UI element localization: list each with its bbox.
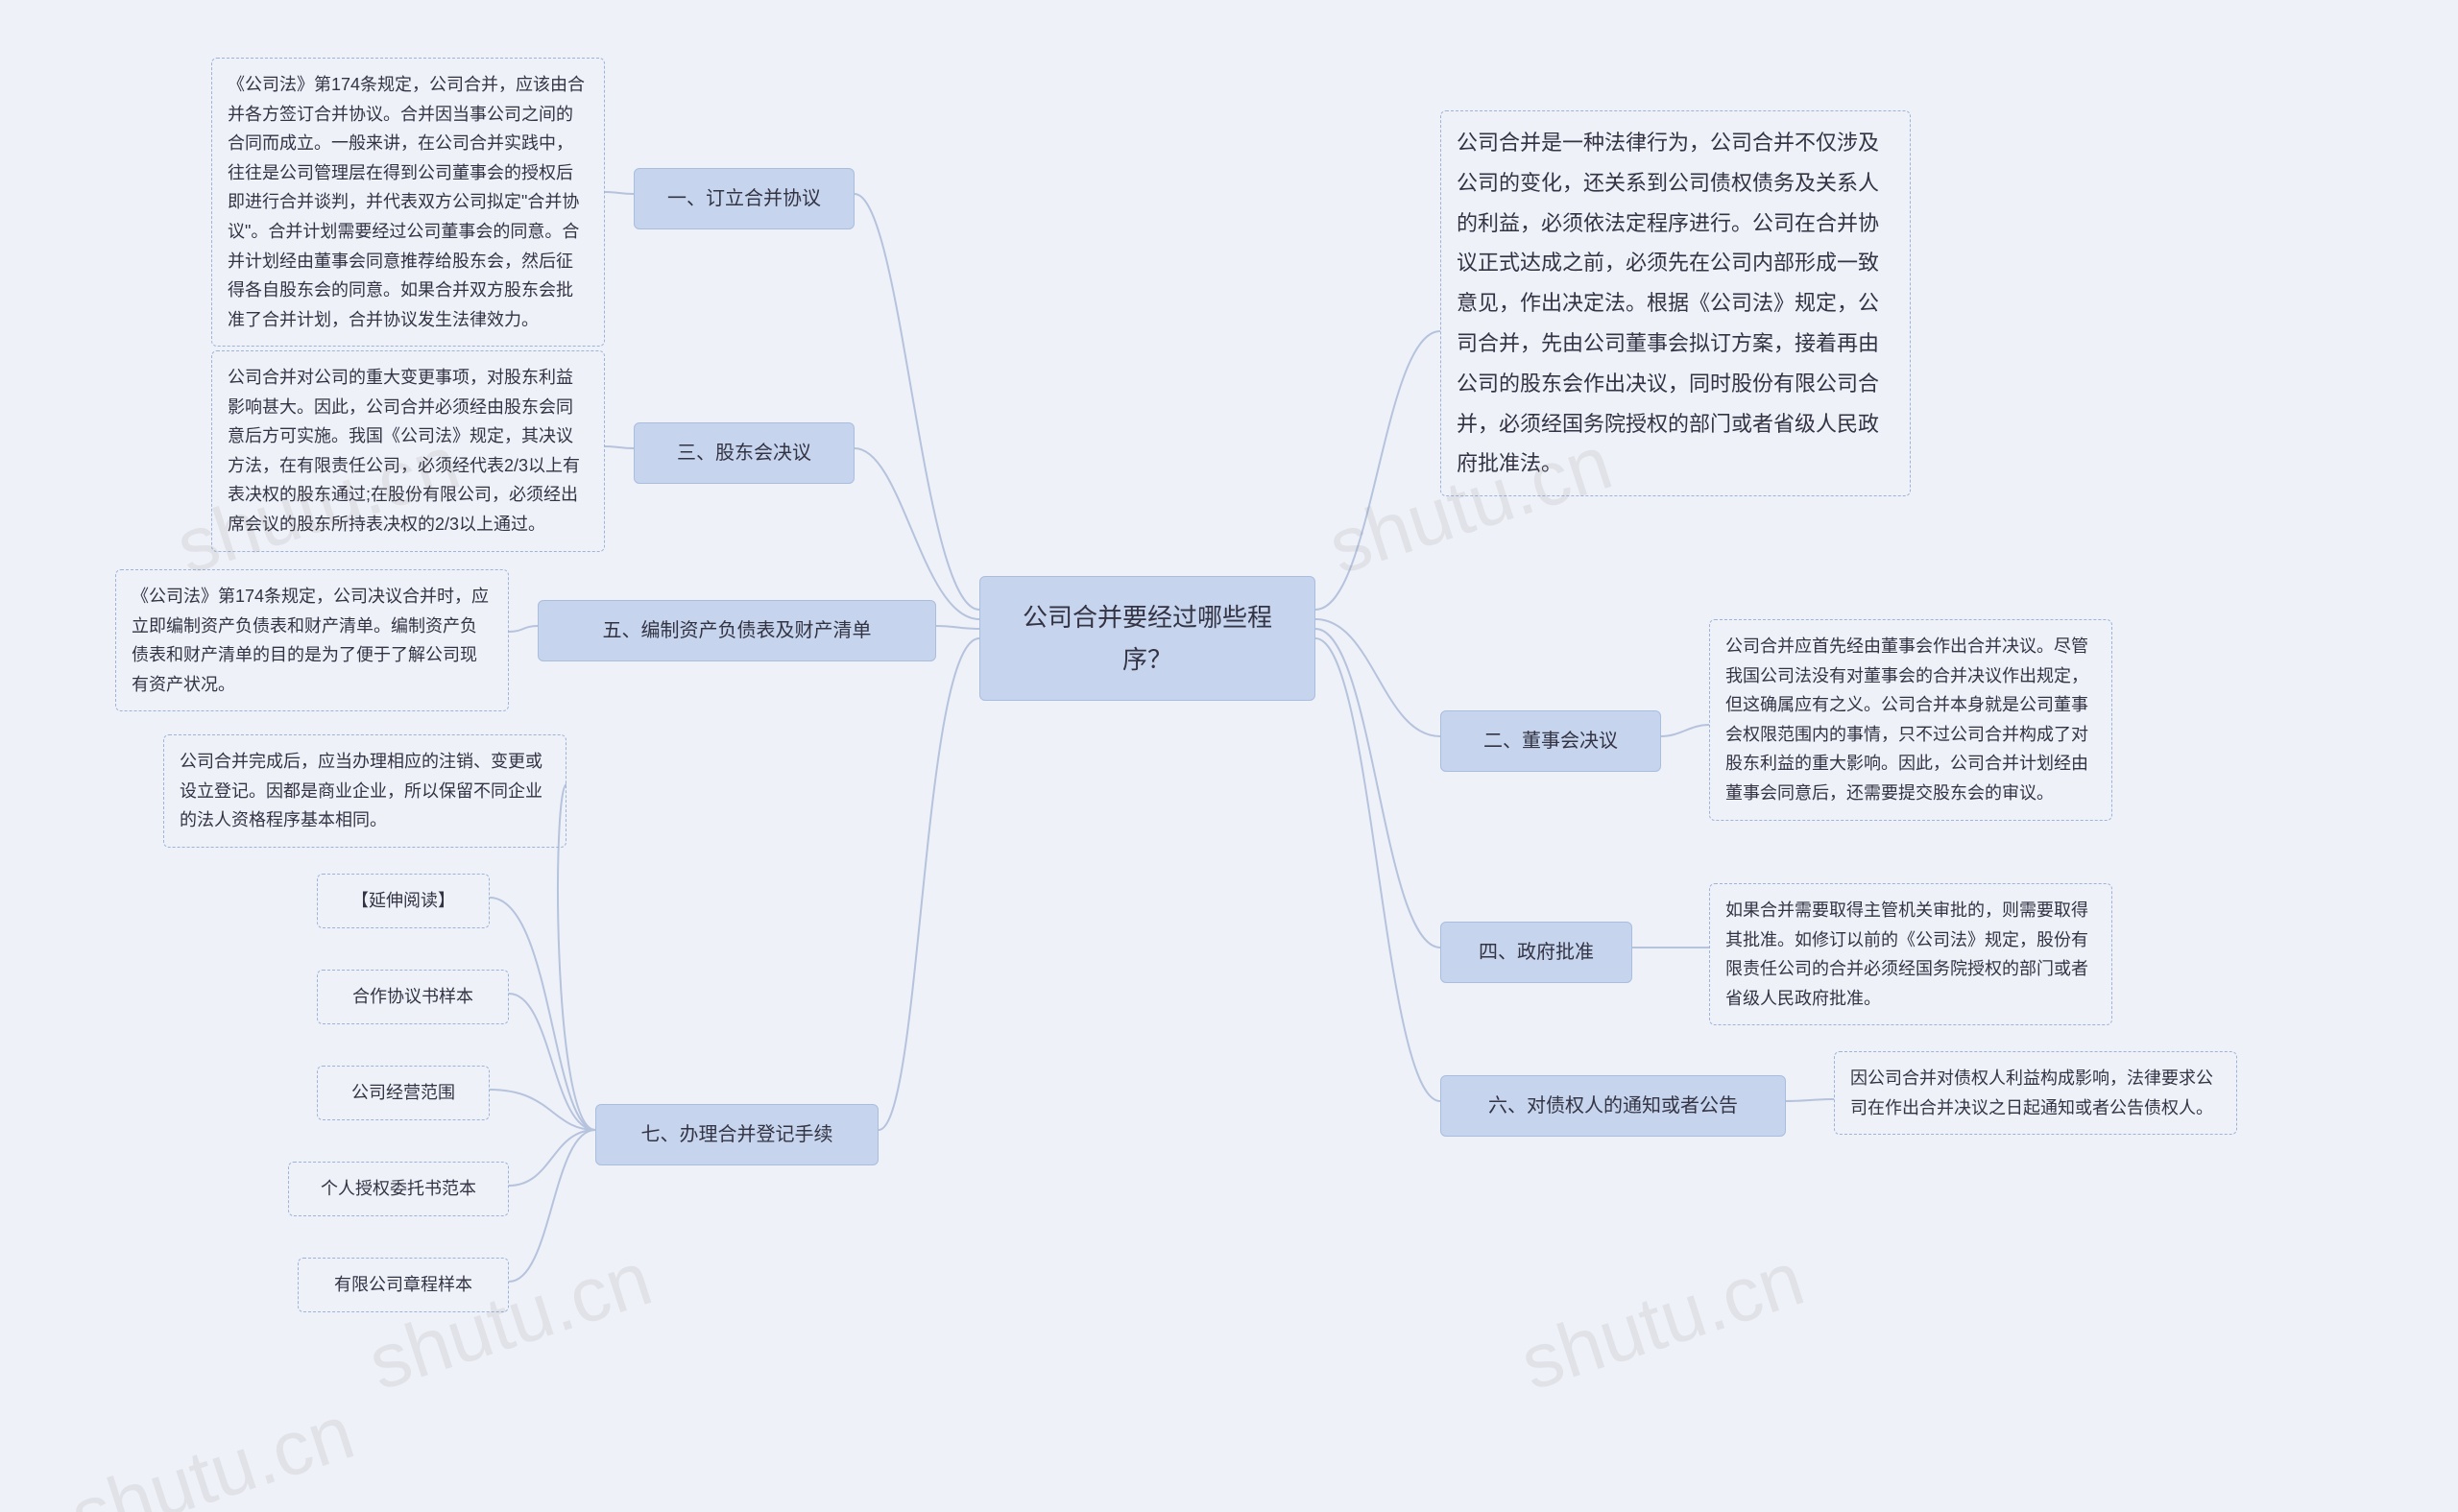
b3-detail-text: 公司合并对公司的重大变更事项，对股东利益影响甚大。因此，公司合并必须经由股东会同… — [228, 368, 580, 534]
b7-c1-text: 【延伸阅读】 — [351, 891, 455, 910]
b1-title-text: 一、订立合并协议 — [667, 188, 821, 209]
branch-4-title[interactable]: 四、政府批准 — [1440, 922, 1632, 983]
b7-detail-text: 公司合并完成后，应当办理相应的注销、变更或设立登记。因都是商业企业，所以保留不同… — [180, 752, 542, 829]
b7-c2-text: 合作协议书样本 — [352, 987, 473, 1006]
branch-7-child-5[interactable]: 有限公司章程样本 — [298, 1258, 509, 1312]
branch-1-title[interactable]: 一、订立合并协议 — [634, 168, 855, 229]
branch-5-title[interactable]: 五、编制资产负债表及财产清单 — [538, 600, 936, 661]
b5-title-text: 五、编制资产负债表及财产清单 — [603, 620, 872, 641]
branch-7-child-4[interactable]: 个人授权委托书范本 — [288, 1162, 509, 1216]
branch-6-title[interactable]: 六、对债权人的通知或者公告 — [1440, 1075, 1786, 1137]
branch-6-detail: 因公司合并对债权人利益构成影响，法律要求公司在作出合并决议之日起通知或者公告债权… — [1834, 1051, 2237, 1135]
b7-c4-text: 个人授权委托书范本 — [321, 1179, 476, 1198]
b4-detail-text: 如果合并需要取得主管机关审批的，则需要取得其批准。如修订以前的《公司法》规定，股… — [1725, 900, 2088, 1008]
branch-5-detail: 《公司法》第174条规定，公司决议合并时，应立即编制资产负债表和财产清单。编制资… — [115, 569, 509, 711]
branch-2-detail: 公司合并应首先经由董事会作出合并决议。尽管我国公司法没有对董事会的合并决议作出规… — [1709, 619, 2112, 821]
branch-1-detail: 《公司法》第174条规定，公司合并，应该由合并各方签订合并协议。合并因当事公司之… — [211, 58, 605, 347]
branch-7-child-2[interactable]: 合作协议书样本 — [317, 970, 509, 1024]
b7-c5-text: 有限公司章程样本 — [334, 1275, 472, 1294]
branch-2-title[interactable]: 二、董事会决议 — [1440, 710, 1661, 772]
b6-title-text: 六、对债权人的通知或者公告 — [1488, 1095, 1738, 1116]
intro-text: 公司合并是一种法律行为，公司合并不仅涉及公司的变化，还关系到公司债权债务及关系人… — [1457, 131, 1879, 475]
watermark: shutu.cn — [60, 1388, 364, 1512]
branch-7-title[interactable]: 七、办理合并登记手续 — [595, 1104, 879, 1165]
branch-7-child-1[interactable]: 【延伸阅读】 — [317, 874, 490, 928]
intro-node: 公司合并是一种法律行为，公司合并不仅涉及公司的变化，还关系到公司债权债务及关系人… — [1440, 110, 1911, 496]
b5-detail-text: 《公司法》第174条规定，公司决议合并时，应立即编制资产负债表和财产清单。编制资… — [132, 587, 489, 694]
b4-title-text: 四、政府批准 — [1479, 942, 1594, 963]
branch-3-title[interactable]: 三、股东会决议 — [634, 422, 855, 484]
b2-title-text: 二、董事会决议 — [1483, 731, 1618, 752]
b3-title-text: 三、股东会决议 — [677, 443, 811, 464]
branch-3-detail: 公司合并对公司的重大变更事项，对股东利益影响甚大。因此，公司合并必须经由股东会同… — [211, 350, 605, 552]
center-node[interactable]: 公司合并要经过哪些程序？ — [979, 576, 1315, 701]
watermark: shutu.cn — [1510, 1235, 1814, 1408]
b1-detail-text: 《公司法》第174条规定，公司合并，应该由合并各方签订合并协议。合并因当事公司之… — [228, 75, 585, 329]
b2-detail-text: 公司合并应首先经由董事会作出合并决议。尽管我国公司法没有对董事会的合并决议作出规… — [1725, 636, 2088, 803]
branch-7-detail: 公司合并完成后，应当办理相应的注销、变更或设立登记。因都是商业企业，所以保留不同… — [163, 734, 566, 848]
b7-c3-text: 公司经营范围 — [351, 1083, 455, 1102]
branch-7-child-3[interactable]: 公司经营范围 — [317, 1066, 490, 1120]
branch-4-detail: 如果合并需要取得主管机关审批的，则需要取得其批准。如修订以前的《公司法》规定，股… — [1709, 883, 2112, 1025]
center-label: 公司合并要经过哪些程序？ — [1023, 603, 1272, 674]
b7-title-text: 七、办理合并登记手续 — [641, 1124, 833, 1145]
b6-detail-text: 因公司合并对债权人利益构成影响，法律要求公司在作出合并决议之日起通知或者公告债权… — [1850, 1068, 2213, 1117]
